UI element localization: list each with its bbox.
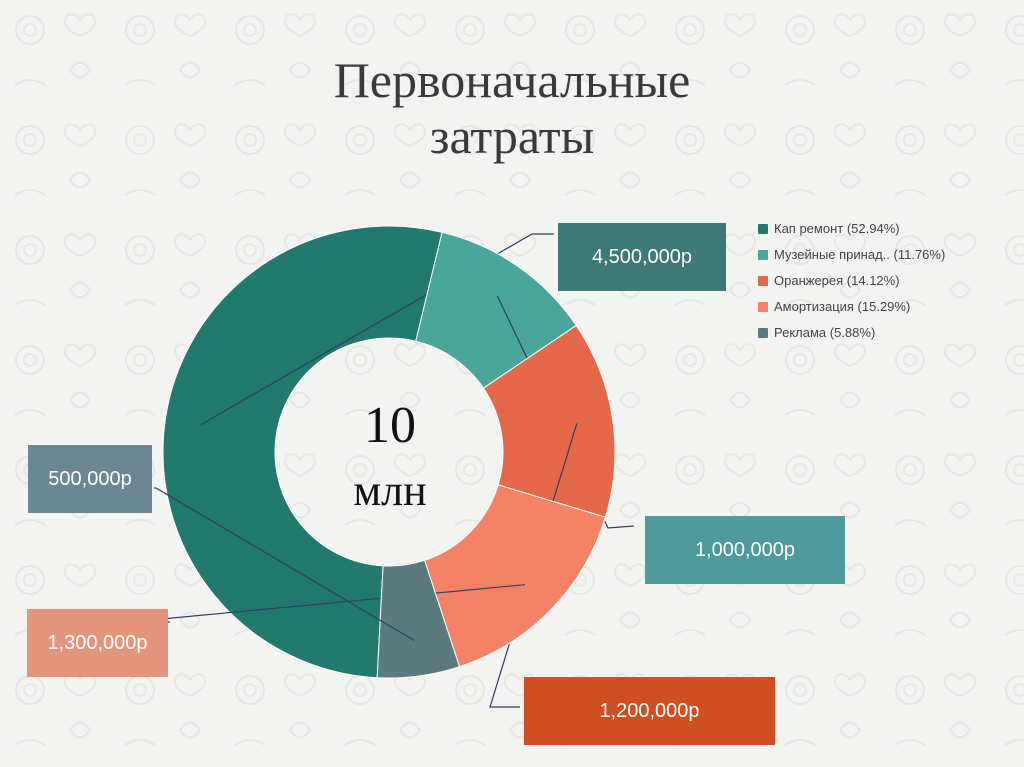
- slice-value-label-3: 1,200,000р: [524, 677, 775, 745]
- legend-swatch: [758, 224, 768, 234]
- slice-value-label-5: 500,000р: [28, 445, 152, 513]
- title-line-1: Первоначальные: [333, 52, 691, 108]
- legend-item-3[interactable]: Оранжерея (14.12%): [758, 268, 945, 294]
- donut-slice-4: [423, 484, 607, 668]
- legend-swatch: [758, 276, 768, 286]
- chart-legend: Кап ремонт (52.94%) Музейные принад.. (11…: [758, 216, 945, 346]
- legend-item-4[interactable]: Амортизация (15.29%): [758, 294, 945, 320]
- leader-line-1: [200, 233, 554, 426]
- page-title: Первоначальные затраты: [0, 52, 1024, 164]
- slice-value-label-2: 1,000,000р: [645, 516, 845, 584]
- leader-line-5: [154, 487, 415, 641]
- legend-label: Музейные принад.. (11.76%): [774, 247, 946, 262]
- center-total-unit: млн: [353, 466, 427, 515]
- legend-label: Реклама (5.88%): [774, 325, 876, 340]
- legend-label: Амортизация (15.29%): [774, 299, 911, 314]
- legend-label: Кап ремонт (52.94%): [774, 221, 900, 236]
- legend-swatch: [758, 328, 768, 338]
- legend-swatch: [758, 250, 768, 260]
- center-total-number: 10: [364, 397, 416, 454]
- donut-slice-5: [376, 559, 461, 679]
- legend-swatch: [758, 302, 768, 312]
- slice-value-label-1: 4,500,000р: [558, 223, 726, 291]
- legend-item-2[interactable]: Музейные принад.. (11.76%): [758, 242, 945, 268]
- slice-value-label-4: 1,300,000р: [27, 609, 168, 677]
- legend-item-1[interactable]: Кап ремонт (52.94%): [758, 216, 945, 242]
- legend-label: Оранжерея (14.12%): [774, 273, 900, 288]
- donut-slice-1: [162, 225, 443, 679]
- title-line-2: затраты: [429, 108, 595, 164]
- legend-item-5[interactable]: Реклама (5.88%): [758, 320, 945, 346]
- donut-slice-3: [482, 324, 616, 518]
